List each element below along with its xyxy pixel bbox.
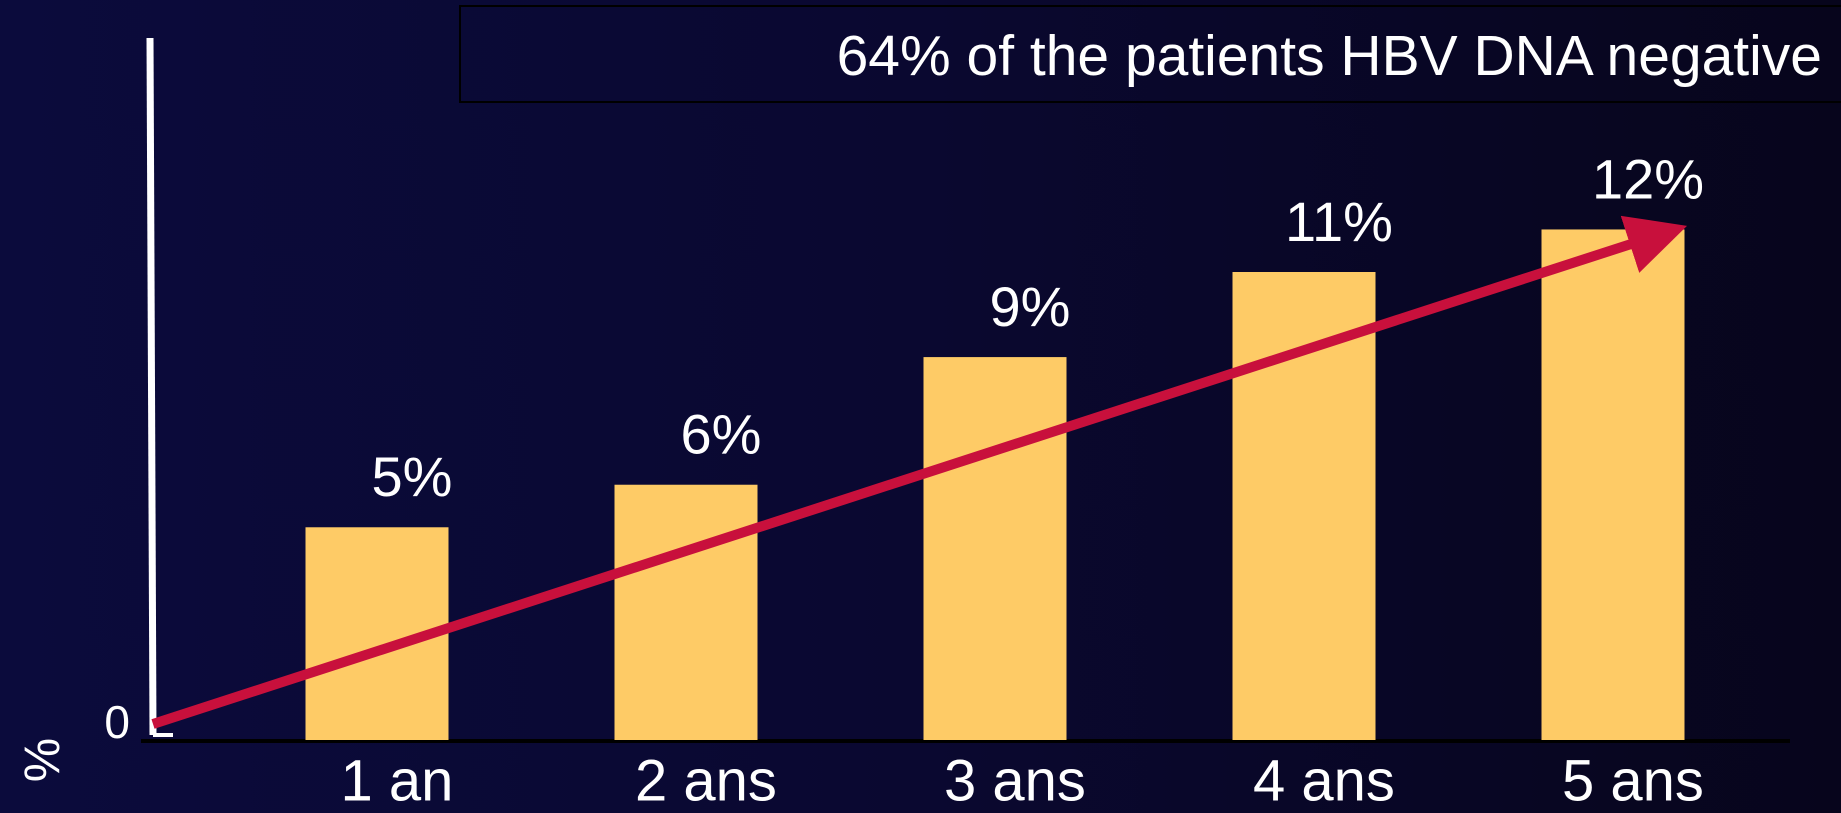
x-tick-label: 4 ans <box>1253 748 1395 813</box>
annotation-box <box>459 5 1841 103</box>
y-tick-label: 0 <box>104 696 130 748</box>
value-label: 12% <box>1592 147 1704 210</box>
bar <box>923 357 1067 740</box>
value-label: 11% <box>1285 190 1393 253</box>
x-tick-label: 3 ans <box>944 748 1086 813</box>
trend-arrow <box>151 215 1688 729</box>
bar <box>1541 229 1685 741</box>
value-label: 6% <box>681 403 762 466</box>
value-label: 9% <box>990 275 1071 338</box>
value-label: 5% <box>372 445 453 508</box>
y-axis <box>146 37 157 736</box>
x-tick-label: 1 an <box>341 748 454 813</box>
x-tick-label: 2 ans <box>635 748 777 813</box>
annotation: 64% of the patients HBV DNA negative <box>837 24 1822 88</box>
x-tick-label: 5 ans <box>1562 748 1704 813</box>
bar <box>614 484 758 740</box>
y-axis-label: % <box>14 738 70 782</box>
bar <box>1232 272 1376 740</box>
